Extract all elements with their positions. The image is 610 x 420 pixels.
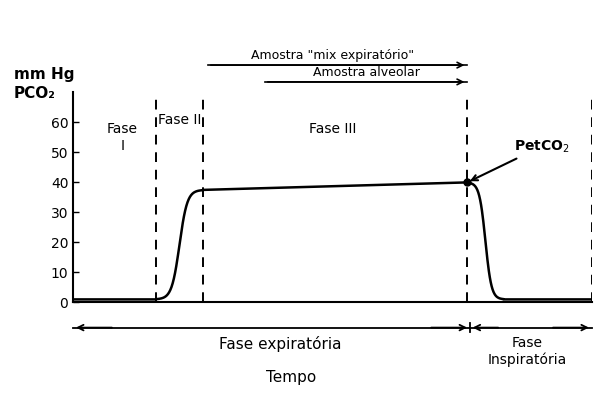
- Text: Amostra "mix expiratório": Amostra "mix expiratório": [251, 49, 414, 62]
- Text: Fase expiratória: Fase expiratória: [220, 336, 342, 352]
- Text: PetCO$_2$: PetCO$_2$: [472, 138, 570, 180]
- Text: PCO₂: PCO₂: [13, 86, 56, 101]
- Text: Tempo: Tempo: [266, 370, 316, 385]
- Text: Fase
Inspiratória: Fase Inspiratória: [487, 336, 567, 367]
- Text: Fase
I: Fase I: [107, 122, 138, 152]
- Text: mm Hg: mm Hg: [13, 67, 74, 82]
- Text: Amostra alveolar: Amostra alveolar: [313, 66, 420, 79]
- Text: Fase III: Fase III: [309, 122, 356, 136]
- Text: Fase II: Fase II: [158, 113, 201, 127]
